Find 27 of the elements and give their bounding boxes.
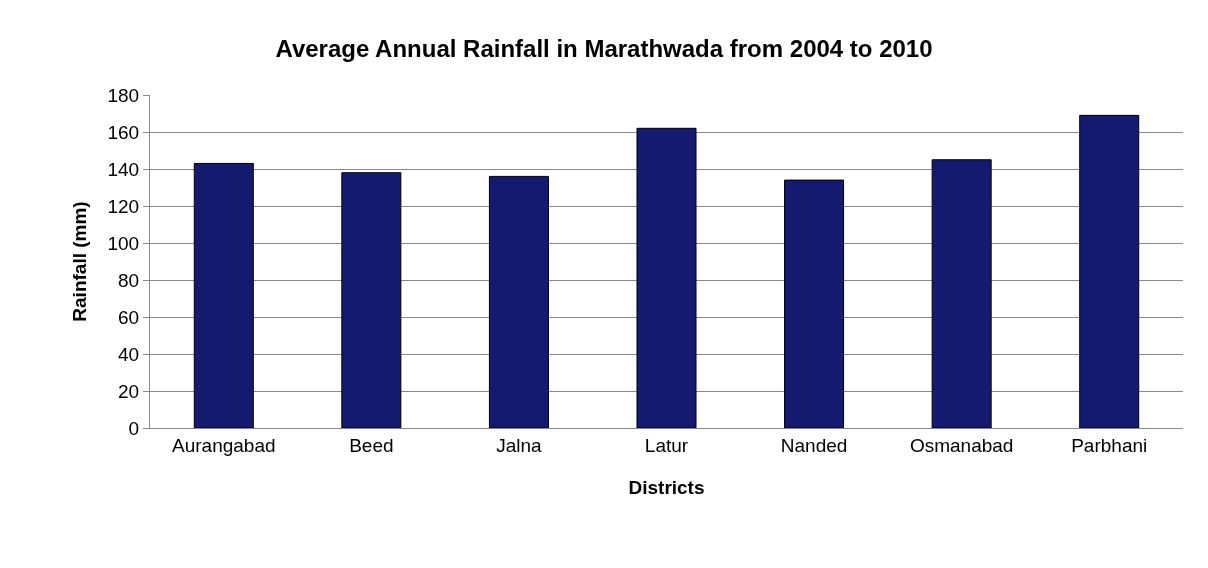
y-tick-label: 180 (107, 84, 140, 106)
x-tick-label: Jalna (496, 434, 543, 456)
x-axis-title: Districts (628, 476, 705, 498)
y-tick-label: 140 (107, 158, 140, 180)
bar (636, 127, 697, 428)
y-tick-label: 40 (118, 343, 140, 365)
bar (193, 162, 254, 428)
y-tick-label: 0 (128, 417, 140, 439)
y-axis-title: Rainfall (mm) (69, 201, 91, 322)
x-tick-label: Aurangabad (172, 434, 276, 456)
x-tick-label: Osmanabad (909, 434, 1014, 456)
bar (931, 159, 992, 428)
bar (341, 172, 402, 428)
x-tick-label: Latur (644, 434, 689, 456)
bar (1079, 114, 1140, 428)
x-tick-label: Parbhani (1071, 434, 1148, 456)
y-tick-label: 120 (107, 195, 140, 217)
y-tick-label: 20 (118, 380, 140, 402)
bar (488, 175, 549, 428)
y-tick-label: 80 (118, 269, 140, 291)
bar (784, 179, 845, 428)
y-tick-label: 60 (118, 306, 140, 328)
x-tick-label: Nanded (780, 434, 848, 456)
y-tick-label: 160 (107, 121, 140, 143)
y-tick-label: 100 (107, 232, 140, 254)
x-tick-label: Beed (349, 434, 394, 456)
chart-title: Average Annual Rainfall in Marathwada from 2004 to 2010 (275, 34, 933, 62)
